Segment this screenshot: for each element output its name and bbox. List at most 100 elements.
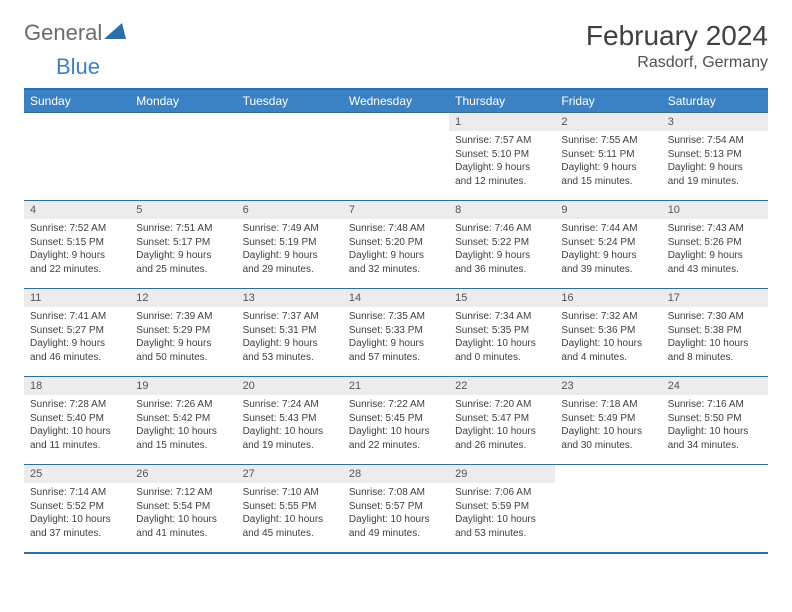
calendar-cell: 26Sunrise: 7:12 AMSunset: 5:54 PMDayligh…: [130, 465, 236, 553]
calendar-cell: 24Sunrise: 7:16 AMSunset: 5:50 PMDayligh…: [662, 377, 768, 465]
day-details: Sunrise: 7:49 AMSunset: 5:19 PMDaylight:…: [237, 219, 343, 282]
day-details: Sunrise: 7:44 AMSunset: 5:24 PMDaylight:…: [555, 219, 661, 282]
day-number: 19: [130, 377, 236, 395]
day-number: 23: [555, 377, 661, 395]
day-number: 1: [449, 113, 555, 131]
calendar-cell: 14Sunrise: 7:35 AMSunset: 5:33 PMDayligh…: [343, 289, 449, 377]
calendar-cell: 11Sunrise: 7:41 AMSunset: 5:27 PMDayligh…: [24, 289, 130, 377]
logo-blue-row: Blue: [24, 54, 768, 80]
day-number: 4: [24, 201, 130, 219]
day-details: Sunrise: 7:55 AMSunset: 5:11 PMDaylight:…: [555, 131, 661, 194]
logo: General: [24, 20, 128, 46]
day-number: 6: [237, 201, 343, 219]
day-number: 26: [130, 465, 236, 483]
calendar-cell: 15Sunrise: 7:34 AMSunset: 5:35 PMDayligh…: [449, 289, 555, 377]
day-number: 15: [449, 289, 555, 307]
day-details: Sunrise: 7:35 AMSunset: 5:33 PMDaylight:…: [343, 307, 449, 370]
day-details: Sunrise: 7:28 AMSunset: 5:40 PMDaylight:…: [24, 395, 130, 458]
calendar-cell: 27Sunrise: 7:10 AMSunset: 5:55 PMDayligh…: [237, 465, 343, 553]
day-number: 25: [24, 465, 130, 483]
calendar-cell: [343, 113, 449, 201]
day-number: 9: [555, 201, 661, 219]
calendar-table: SundayMondayTuesdayWednesdayThursdayFrid…: [24, 88, 768, 554]
day-number: 2: [555, 113, 661, 131]
logo-triangle-icon: [104, 23, 126, 44]
day-details: Sunrise: 7:37 AMSunset: 5:31 PMDaylight:…: [237, 307, 343, 370]
day-number: 22: [449, 377, 555, 395]
calendar-cell: 9Sunrise: 7:44 AMSunset: 5:24 PMDaylight…: [555, 201, 661, 289]
weekday-header: Sunday: [24, 89, 130, 113]
calendar-cell: 16Sunrise: 7:32 AMSunset: 5:36 PMDayligh…: [555, 289, 661, 377]
day-number: 29: [449, 465, 555, 483]
day-details: Sunrise: 7:57 AMSunset: 5:10 PMDaylight:…: [449, 131, 555, 194]
day-details: Sunrise: 7:52 AMSunset: 5:15 PMDaylight:…: [24, 219, 130, 282]
day-details: Sunrise: 7:16 AMSunset: 5:50 PMDaylight:…: [662, 395, 768, 458]
day-details: Sunrise: 7:24 AMSunset: 5:43 PMDaylight:…: [237, 395, 343, 458]
weekday-header: Saturday: [662, 89, 768, 113]
calendar-cell: 17Sunrise: 7:30 AMSunset: 5:38 PMDayligh…: [662, 289, 768, 377]
day-number: 12: [130, 289, 236, 307]
day-number: 28: [343, 465, 449, 483]
day-number: 14: [343, 289, 449, 307]
calendar-cell: 2Sunrise: 7:55 AMSunset: 5:11 PMDaylight…: [555, 113, 661, 201]
calendar-cell: 5Sunrise: 7:51 AMSunset: 5:17 PMDaylight…: [130, 201, 236, 289]
day-details: Sunrise: 7:39 AMSunset: 5:29 PMDaylight:…: [130, 307, 236, 370]
calendar-cell: 25Sunrise: 7:14 AMSunset: 5:52 PMDayligh…: [24, 465, 130, 553]
calendar-row: 1Sunrise: 7:57 AMSunset: 5:10 PMDaylight…: [24, 113, 768, 201]
calendar-cell: 28Sunrise: 7:08 AMSunset: 5:57 PMDayligh…: [343, 465, 449, 553]
day-details: Sunrise: 7:32 AMSunset: 5:36 PMDaylight:…: [555, 307, 661, 370]
calendar-cell: 4Sunrise: 7:52 AMSunset: 5:15 PMDaylight…: [24, 201, 130, 289]
calendar-cell: [555, 465, 661, 553]
day-details: Sunrise: 7:46 AMSunset: 5:22 PMDaylight:…: [449, 219, 555, 282]
day-details: Sunrise: 7:26 AMSunset: 5:42 PMDaylight:…: [130, 395, 236, 458]
day-number: 27: [237, 465, 343, 483]
day-details: Sunrise: 7:41 AMSunset: 5:27 PMDaylight:…: [24, 307, 130, 370]
day-details: Sunrise: 7:08 AMSunset: 5:57 PMDaylight:…: [343, 483, 449, 546]
day-number: 10: [662, 201, 768, 219]
calendar-cell: 13Sunrise: 7:37 AMSunset: 5:31 PMDayligh…: [237, 289, 343, 377]
calendar-cell: [237, 113, 343, 201]
day-details: Sunrise: 7:51 AMSunset: 5:17 PMDaylight:…: [130, 219, 236, 282]
day-details: Sunrise: 7:30 AMSunset: 5:38 PMDaylight:…: [662, 307, 768, 370]
calendar-cell: 12Sunrise: 7:39 AMSunset: 5:29 PMDayligh…: [130, 289, 236, 377]
weekday-header: Monday: [130, 89, 236, 113]
calendar-row: 18Sunrise: 7:28 AMSunset: 5:40 PMDayligh…: [24, 377, 768, 465]
day-number: 8: [449, 201, 555, 219]
weekday-header: Thursday: [449, 89, 555, 113]
day-details: Sunrise: 7:10 AMSunset: 5:55 PMDaylight:…: [237, 483, 343, 546]
calendar-cell: 1Sunrise: 7:57 AMSunset: 5:10 PMDaylight…: [449, 113, 555, 201]
day-details: Sunrise: 7:20 AMSunset: 5:47 PMDaylight:…: [449, 395, 555, 458]
calendar-cell: 3Sunrise: 7:54 AMSunset: 5:13 PMDaylight…: [662, 113, 768, 201]
day-number: 13: [237, 289, 343, 307]
day-number: 11: [24, 289, 130, 307]
calendar-cell: 8Sunrise: 7:46 AMSunset: 5:22 PMDaylight…: [449, 201, 555, 289]
calendar-cell: 19Sunrise: 7:26 AMSunset: 5:42 PMDayligh…: [130, 377, 236, 465]
logo-text-blue: Blue: [56, 54, 100, 79]
calendar-cell: 21Sunrise: 7:22 AMSunset: 5:45 PMDayligh…: [343, 377, 449, 465]
calendar-cell: [24, 113, 130, 201]
day-details: Sunrise: 7:14 AMSunset: 5:52 PMDaylight:…: [24, 483, 130, 546]
calendar-cell: 10Sunrise: 7:43 AMSunset: 5:26 PMDayligh…: [662, 201, 768, 289]
calendar-body: 1Sunrise: 7:57 AMSunset: 5:10 PMDaylight…: [24, 113, 768, 553]
logo-text-gray: General: [24, 20, 102, 46]
day-number: 3: [662, 113, 768, 131]
calendar-cell: 20Sunrise: 7:24 AMSunset: 5:43 PMDayligh…: [237, 377, 343, 465]
calendar-cell: 23Sunrise: 7:18 AMSunset: 5:49 PMDayligh…: [555, 377, 661, 465]
day-details: Sunrise: 7:12 AMSunset: 5:54 PMDaylight:…: [130, 483, 236, 546]
day-number: 18: [24, 377, 130, 395]
calendar-cell: 29Sunrise: 7:06 AMSunset: 5:59 PMDayligh…: [449, 465, 555, 553]
calendar-header-row: SundayMondayTuesdayWednesdayThursdayFrid…: [24, 89, 768, 113]
calendar-row: 11Sunrise: 7:41 AMSunset: 5:27 PMDayligh…: [24, 289, 768, 377]
day-details: Sunrise: 7:48 AMSunset: 5:20 PMDaylight:…: [343, 219, 449, 282]
day-number: 7: [343, 201, 449, 219]
day-details: Sunrise: 7:34 AMSunset: 5:35 PMDaylight:…: [449, 307, 555, 370]
calendar-cell: [130, 113, 236, 201]
weekday-header: Friday: [555, 89, 661, 113]
day-number: 20: [237, 377, 343, 395]
calendar-cell: [662, 465, 768, 553]
day-number: 16: [555, 289, 661, 307]
calendar-cell: 6Sunrise: 7:49 AMSunset: 5:19 PMDaylight…: [237, 201, 343, 289]
calendar-cell: 22Sunrise: 7:20 AMSunset: 5:47 PMDayligh…: [449, 377, 555, 465]
calendar-row: 25Sunrise: 7:14 AMSunset: 5:52 PMDayligh…: [24, 465, 768, 553]
day-details: Sunrise: 7:22 AMSunset: 5:45 PMDaylight:…: [343, 395, 449, 458]
